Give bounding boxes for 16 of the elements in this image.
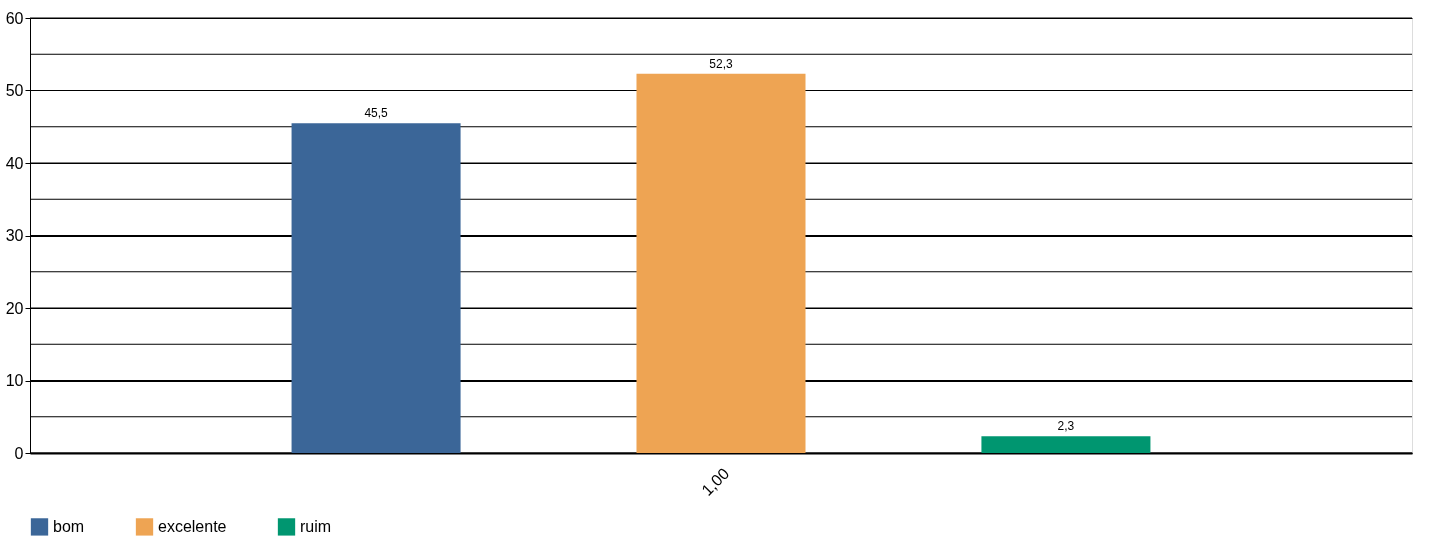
bar: [291, 123, 461, 453]
legend-label: ruim: [300, 517, 332, 535]
y-tick-label: 0: [14, 444, 24, 462]
data-label: 52,3: [709, 56, 733, 71]
y-tick-label: 50: [5, 82, 24, 99]
bar: [636, 73, 806, 453]
y-tick-label: 20: [5, 299, 24, 317]
y-tick-label: 40: [5, 154, 24, 172]
y-tick-label: 30: [5, 227, 24, 244]
bar: [981, 436, 1151, 453]
legend-label: bom: [53, 517, 85, 535]
data-label: 45,5: [364, 106, 389, 121]
y-tick-label: 60: [5, 9, 24, 27]
data-label: 2,3: [1057, 419, 1075, 434]
y-tick-label: 10: [5, 372, 24, 389]
legend-label: excelente: [158, 517, 227, 535]
